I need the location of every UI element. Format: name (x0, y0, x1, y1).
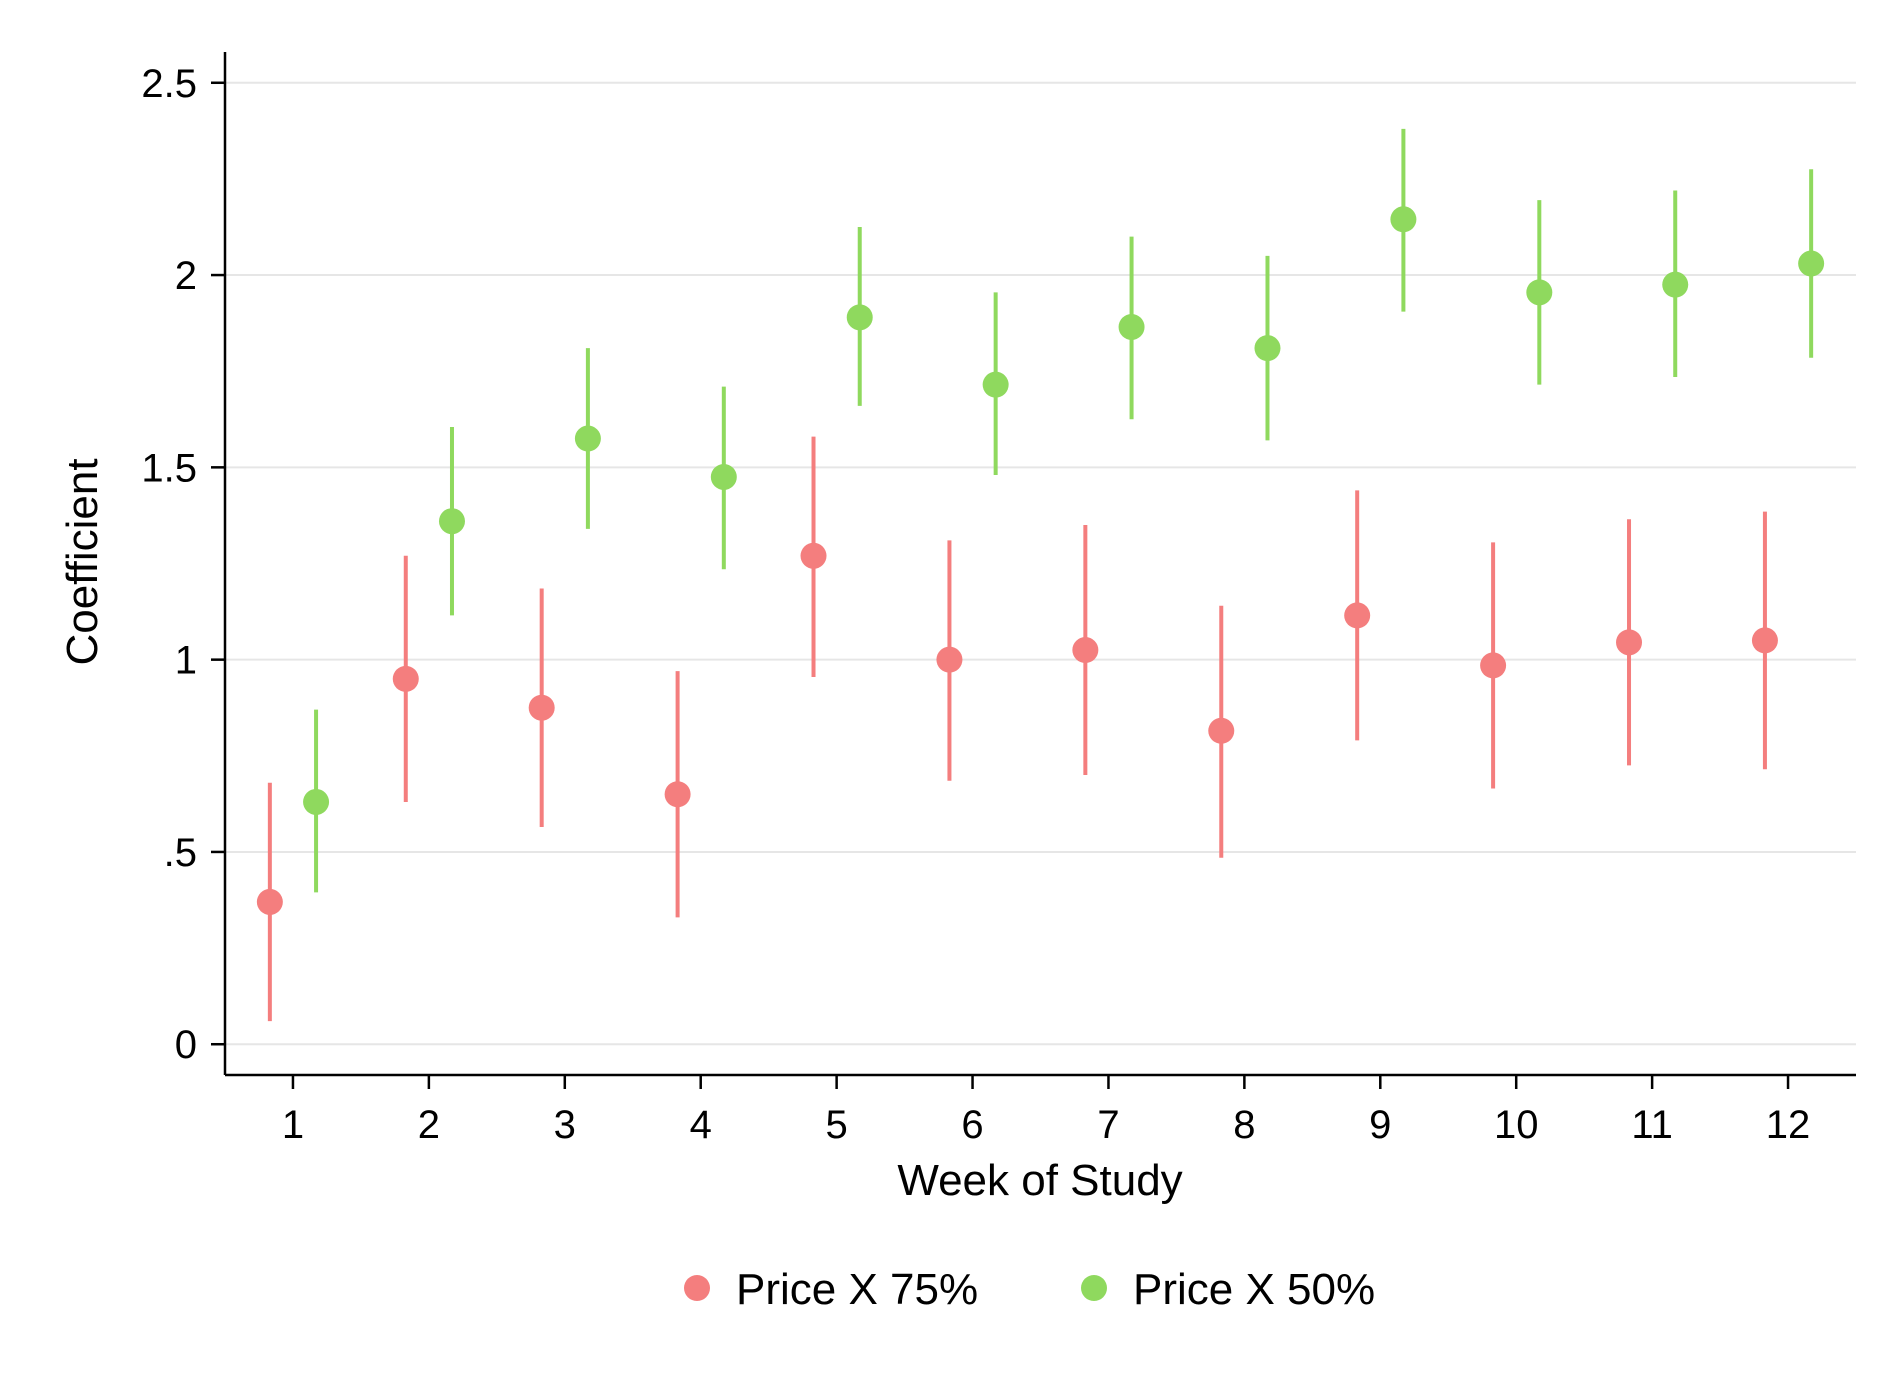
x-tick-label: 1 (282, 1103, 304, 1147)
y-tick-label: 0 (175, 1023, 197, 1067)
x-tick-label: 12 (1766, 1103, 1811, 1147)
data-point (1616, 629, 1643, 656)
grid-lines (225, 81, 1856, 1046)
data-point (936, 646, 963, 673)
x-tick-label: 6 (961, 1103, 983, 1147)
data-point (1254, 335, 1281, 362)
legend-label: Price X 75% (736, 1265, 978, 1314)
x-tick-label: 3 (554, 1103, 576, 1147)
legend-marker (684, 1275, 710, 1301)
data-point (982, 371, 1009, 398)
data-point (1662, 271, 1689, 298)
data-point (1208, 717, 1235, 744)
y-tick-label: 2 (175, 254, 197, 298)
data-point (1344, 602, 1371, 629)
x-tick-label: 5 (826, 1103, 848, 1147)
axes (223, 52, 1856, 1077)
x-tick-label: 11 (1631, 1103, 1673, 1147)
y-axis-title: Coefficient (58, 458, 107, 665)
data-point (392, 665, 419, 692)
series-2 (303, 128, 1825, 893)
x-tick-label: 8 (1233, 1103, 1255, 1147)
legend-item: Price X 50% (1081, 1265, 1375, 1314)
y-axis-ticks: 0 .5 1 1.5 2 2.5 (141, 62, 225, 1067)
x-tick-label: 9 (1369, 1103, 1391, 1147)
legend-marker (1081, 1275, 1107, 1301)
data-point (1798, 250, 1825, 277)
data-point (846, 304, 873, 331)
y-tick-label: .5 (164, 831, 197, 875)
x-tick-label: 2 (418, 1103, 440, 1147)
x-axis-ticks: 1 2 3 4 5 6 7 8 9 10 11 12 (282, 1075, 1810, 1147)
x-tick-label: 10 (1494, 1103, 1539, 1147)
legend-item: Price X 75% (684, 1265, 978, 1314)
y-tick-label: 2.5 (141, 62, 197, 106)
data-point (438, 508, 465, 535)
data-point (1118, 313, 1145, 340)
series-1 (256, 436, 1778, 1022)
data-point (528, 694, 555, 721)
y-tick-label: 1.5 (141, 446, 197, 490)
legend-label: Price X 50% (1133, 1265, 1375, 1314)
data-point (574, 425, 601, 452)
data-point (1390, 206, 1417, 233)
x-tick-label: 4 (690, 1103, 712, 1147)
data-point (1526, 279, 1553, 306)
y-tick-label: 1 (175, 639, 197, 683)
data-point (256, 888, 283, 915)
data-point (303, 788, 330, 815)
data-point (710, 463, 737, 490)
legend: Price X 75% Price X 50% (684, 1265, 1375, 1314)
data-point (664, 781, 691, 808)
data-point (800, 542, 827, 569)
x-axis-title: Week of Study (897, 1156, 1182, 1205)
data-marks (256, 128, 1825, 1022)
data-point (1480, 652, 1507, 679)
data-point (1751, 627, 1778, 654)
x-tick-label: 7 (1097, 1103, 1119, 1147)
data-point (1072, 637, 1099, 664)
